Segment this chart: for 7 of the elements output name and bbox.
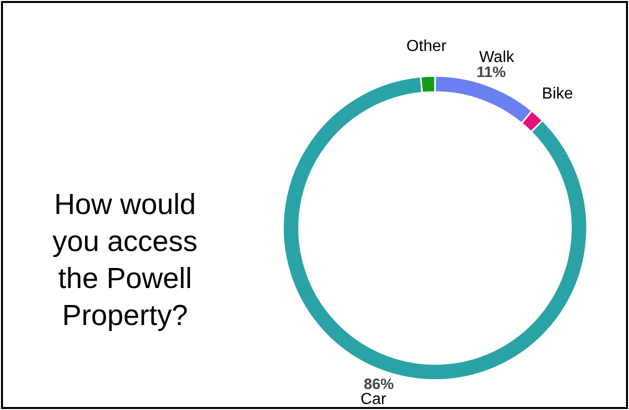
slice-label: Other (406, 38, 448, 56)
slice-label: Walk (479, 48, 516, 66)
data-label: 86% (364, 376, 394, 394)
slice-label: Bike (542, 85, 574, 102)
text: How would you access the Powell Property? (52, 189, 198, 332)
slice-label: Car (360, 391, 387, 408)
data-label: 11% (476, 64, 506, 81)
